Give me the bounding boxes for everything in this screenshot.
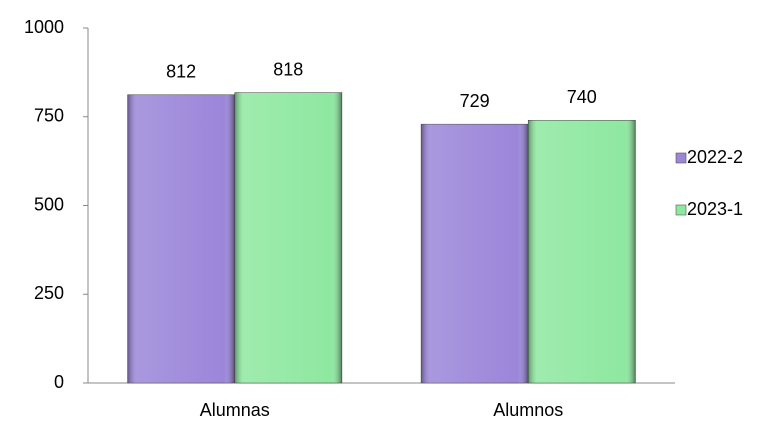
y-tick-label: 1000: [24, 17, 64, 37]
y-tick-label: 500: [34, 194, 64, 214]
value-label: 812: [166, 61, 196, 81]
legend-label: 2023-1: [687, 199, 743, 219]
bar-shade: [528, 120, 636, 384]
y-tick-label: 0: [54, 372, 64, 392]
value-label: 818: [273, 59, 303, 79]
bar-shade: [421, 124, 529, 383]
legend-swatch: [675, 204, 687, 216]
bar-shade: [234, 92, 342, 384]
value-label: 740: [567, 87, 597, 107]
value-label: 729: [460, 91, 490, 111]
y-tick-label: 250: [34, 283, 64, 303]
legend-label: 2022-2: [687, 147, 743, 167]
bar-shade: [127, 94, 235, 384]
legend-swatch: [675, 152, 687, 164]
y-tick-label: 750: [34, 106, 64, 126]
x-tick-label: Alumnas: [200, 400, 270, 420]
x-tick-label: Alumnos: [493, 400, 563, 420]
